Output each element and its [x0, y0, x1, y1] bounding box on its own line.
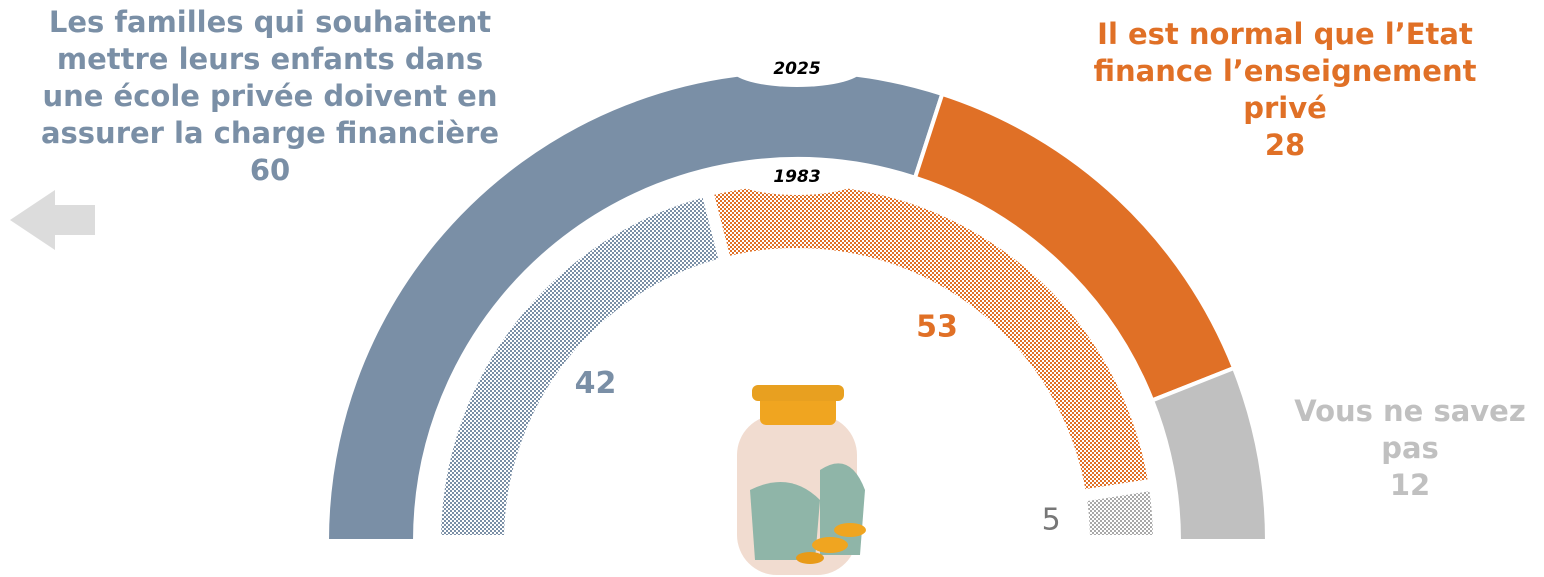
arrow-icon [10, 190, 95, 250]
value-label: 12 [1280, 467, 1540, 504]
jar-icon [737, 385, 866, 575]
category-label: Les familles qui souhaitent mettre leurs… [25, 4, 515, 189]
ring-label: 2025 [773, 59, 820, 79]
value-label: 53 [916, 309, 958, 344]
value-label: 42 [575, 366, 617, 401]
ring-segment [1152, 368, 1267, 541]
category-label: Il est normal que l’Etat finance l’ensei… [1060, 16, 1510, 164]
value-label: 28 [1060, 127, 1510, 164]
value-label: 5 [1042, 502, 1061, 537]
chart: 2025 42 53 5 1983 Les familles qui souhaiten… [0, 0, 1544, 577]
ring-segment [1080, 484, 1159, 541]
category-text: Il est normal que l’Etat finance l’ensei… [1060, 16, 1510, 127]
value-label: 60 [25, 152, 515, 189]
ring-label: 1983 [773, 167, 820, 187]
category-text: Les familles qui souhaitent mettre leurs… [25, 4, 515, 152]
category-text: Vous ne savez pas [1280, 393, 1540, 467]
